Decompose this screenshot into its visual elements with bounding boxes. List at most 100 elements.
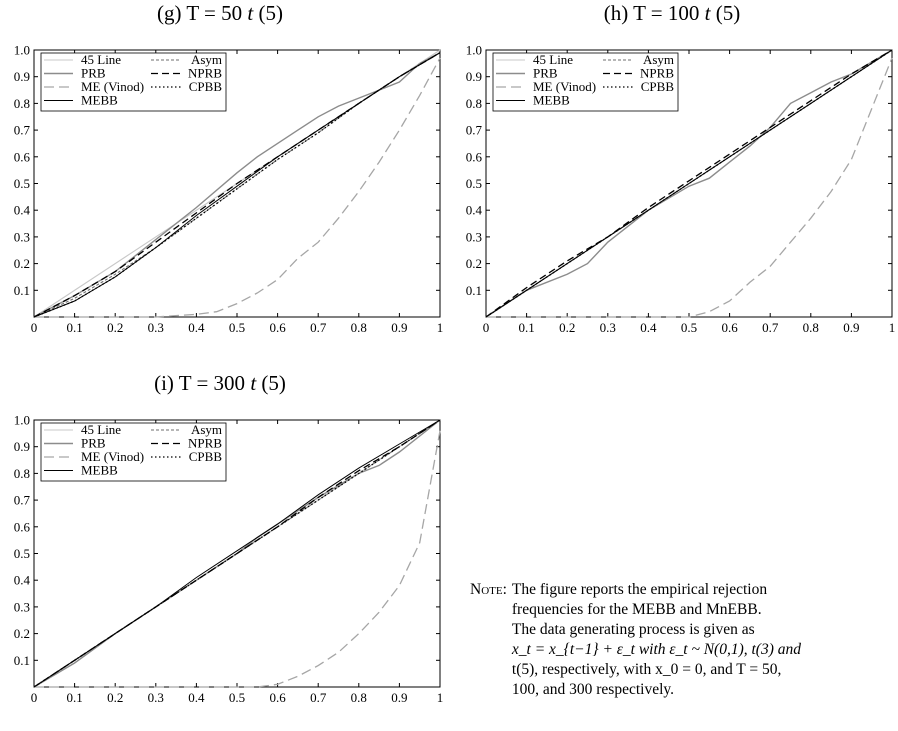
x-tick-label: 0.5 <box>229 690 245 705</box>
y-tick-label: 0.7 <box>466 123 483 138</box>
y-tick-label: 0.5 <box>466 176 482 191</box>
x-tick-label: 1 <box>889 320 896 335</box>
x-tick-label: 0.4 <box>640 320 657 335</box>
y-tick-label: 0.1 <box>466 283 482 298</box>
x-tick-label: 0.5 <box>681 320 697 335</box>
y-tick-label: 0.8 <box>14 466 30 481</box>
series-line-mebb <box>33 52 441 318</box>
legend-label-cpbb: CPBB <box>189 449 223 464</box>
x-tick-label: 0.2 <box>107 320 123 335</box>
y-tick-label: 0.6 <box>14 149 31 164</box>
note-label: Note: <box>470 581 507 598</box>
x-tick-label: 0 <box>31 690 38 705</box>
y-tick-label: 0.9 <box>466 69 482 84</box>
legend-label-cpbb: CPBB <box>641 79 675 94</box>
y-tick-label: 1.0 <box>14 413 30 428</box>
y-tick-label: 0.6 <box>14 519 31 534</box>
legend-label-mebb: MEBB <box>533 93 570 108</box>
legend-label-nprb: NPRB <box>188 66 222 81</box>
x-tick-label: 0.3 <box>148 320 164 335</box>
title-prefix: (h) T = 100 <box>603 1 705 25</box>
x-tick-label: 0.7 <box>310 690 327 705</box>
y-tick-label: 1.0 <box>14 43 30 58</box>
x-tick-label: 0.2 <box>559 320 575 335</box>
legend-label-45line: 45 Line <box>81 52 121 67</box>
x-tick-label: 0.9 <box>391 690 407 705</box>
y-tick-label: 0.5 <box>14 176 30 191</box>
y-tick-label: 0.3 <box>466 229 482 244</box>
y-tick-label: 0.9 <box>14 69 30 84</box>
x-tick-label: 0.7 <box>762 320 779 335</box>
y-tick-label: 0.2 <box>14 256 30 271</box>
y-tick-label: 0.3 <box>14 599 30 614</box>
legend-label-cpbb: CPBB <box>189 79 223 94</box>
note-line: The data generating process is given as <box>511 621 755 638</box>
title-dist: t <box>250 371 257 395</box>
x-tick-label: 1 <box>437 690 444 705</box>
y-tick-label: 0.5 <box>14 546 30 561</box>
series-line-me <box>486 57 893 318</box>
series-line-me <box>34 57 441 318</box>
x-tick-label: 0.5 <box>229 320 245 335</box>
legend-label-nprb: NPRB <box>188 436 222 451</box>
series-line-nprb <box>485 49 893 318</box>
series-line-nprb <box>33 52 441 318</box>
note-line: The figure reports the empirical rejecti… <box>511 581 768 598</box>
x-tick-label: 0 <box>483 320 490 335</box>
legend-box <box>40 422 227 482</box>
legend-label-45line: 45 Line <box>533 52 573 67</box>
x-tick-label: 0.6 <box>269 690 286 705</box>
x-tick-label: 0.1 <box>66 690 82 705</box>
title-prefix: (g) T = 50 <box>157 1 248 25</box>
figure-note: Note: The figure reports the empirical r… <box>470 580 898 700</box>
legend-label-asym: Asym <box>643 52 674 67</box>
series-line-cpbb <box>33 52 441 318</box>
x-tick-label: 0.2 <box>107 690 123 705</box>
series-line-prb <box>485 49 893 318</box>
legend-label-nprb: NPRB <box>640 66 674 81</box>
series-line-mebb <box>33 419 441 688</box>
x-tick-label: 0.3 <box>148 690 164 705</box>
y-tick-label: 0.1 <box>14 653 30 668</box>
chart-i: 0 0.1 0.2 0.3 0.4 0.5 0.6 0.7 0.8 0.9 1 0.1 0.2 0.3 0.… <box>14 413 444 706</box>
x-tick-label: 0.8 <box>351 690 367 705</box>
panel-h: (h) T = 100 t (5) 0 0.1 0.2 0.3 0.4 0.5 0.6 0.7… <box>452 0 896 345</box>
legend-label-mebb: MEBB <box>81 93 118 108</box>
y-tick-label: 0.8 <box>14 96 30 111</box>
panel-title: (i) T = 300 t (5) <box>0 370 440 396</box>
x-tick-label: 0.3 <box>600 320 616 335</box>
x-tick-label: 0.8 <box>351 320 367 335</box>
legend-label-mebb: MEBB <box>81 463 118 478</box>
x-tick-label: 0.1 <box>518 320 534 335</box>
legend-label-me: ME (Vinod) <box>81 449 144 464</box>
panel-title: (g) T = 50 t (5) <box>0 0 440 26</box>
panel-i: (i) T = 300 t (5) 0 0.1 0.2 0.3 0.4 0.5 0.6 0.7… <box>0 370 444 715</box>
legend-label-prb: PRB <box>81 436 106 451</box>
y-tick-label: 0.4 <box>14 203 31 218</box>
x-tick-label: 0.9 <box>843 320 859 335</box>
x-tick-label: 0.8 <box>803 320 819 335</box>
legend-label-prb: PRB <box>81 66 106 81</box>
y-tick-label: 0.4 <box>14 573 31 588</box>
legend-label-45line: 45 Line <box>81 422 121 437</box>
title-suffix: (5) <box>253 1 284 25</box>
title-suffix: (5) <box>710 1 741 25</box>
note-line: frequencies for the MEBB and MnEBB. <box>511 601 762 618</box>
y-tick-label: 0.7 <box>14 123 31 138</box>
y-tick-label: 0.1 <box>14 283 30 298</box>
title-dist: t <box>247 1 254 25</box>
legend-label-prb: PRB <box>533 66 558 81</box>
panel-title: (h) T = 100 t (5) <box>452 0 892 26</box>
note-line: t(5), respectively, with x_0 = 0, and T … <box>511 661 782 678</box>
x-tick-label: 0.6 <box>721 320 738 335</box>
x-tick-label: 0.9 <box>391 320 407 335</box>
panel-g: (g) T = 50 t (5) 0 0.1 0.2 0.3 0.4 0.5 0.6 0.7 0… <box>0 0 444 345</box>
x-tick-label: 0.6 <box>269 320 286 335</box>
series-line-mebb <box>485 49 893 318</box>
y-tick-label: 0.2 <box>466 256 482 271</box>
legend-box <box>40 52 227 112</box>
note-line: 100, and 300 respectively. <box>511 681 675 698</box>
y-tick-label: 0.6 <box>466 149 483 164</box>
note-line: x_t = x_{t−1} + ε_t with ε_t ~ N(0,1), t… <box>511 641 801 658</box>
title-suffix: (5) <box>256 371 286 395</box>
